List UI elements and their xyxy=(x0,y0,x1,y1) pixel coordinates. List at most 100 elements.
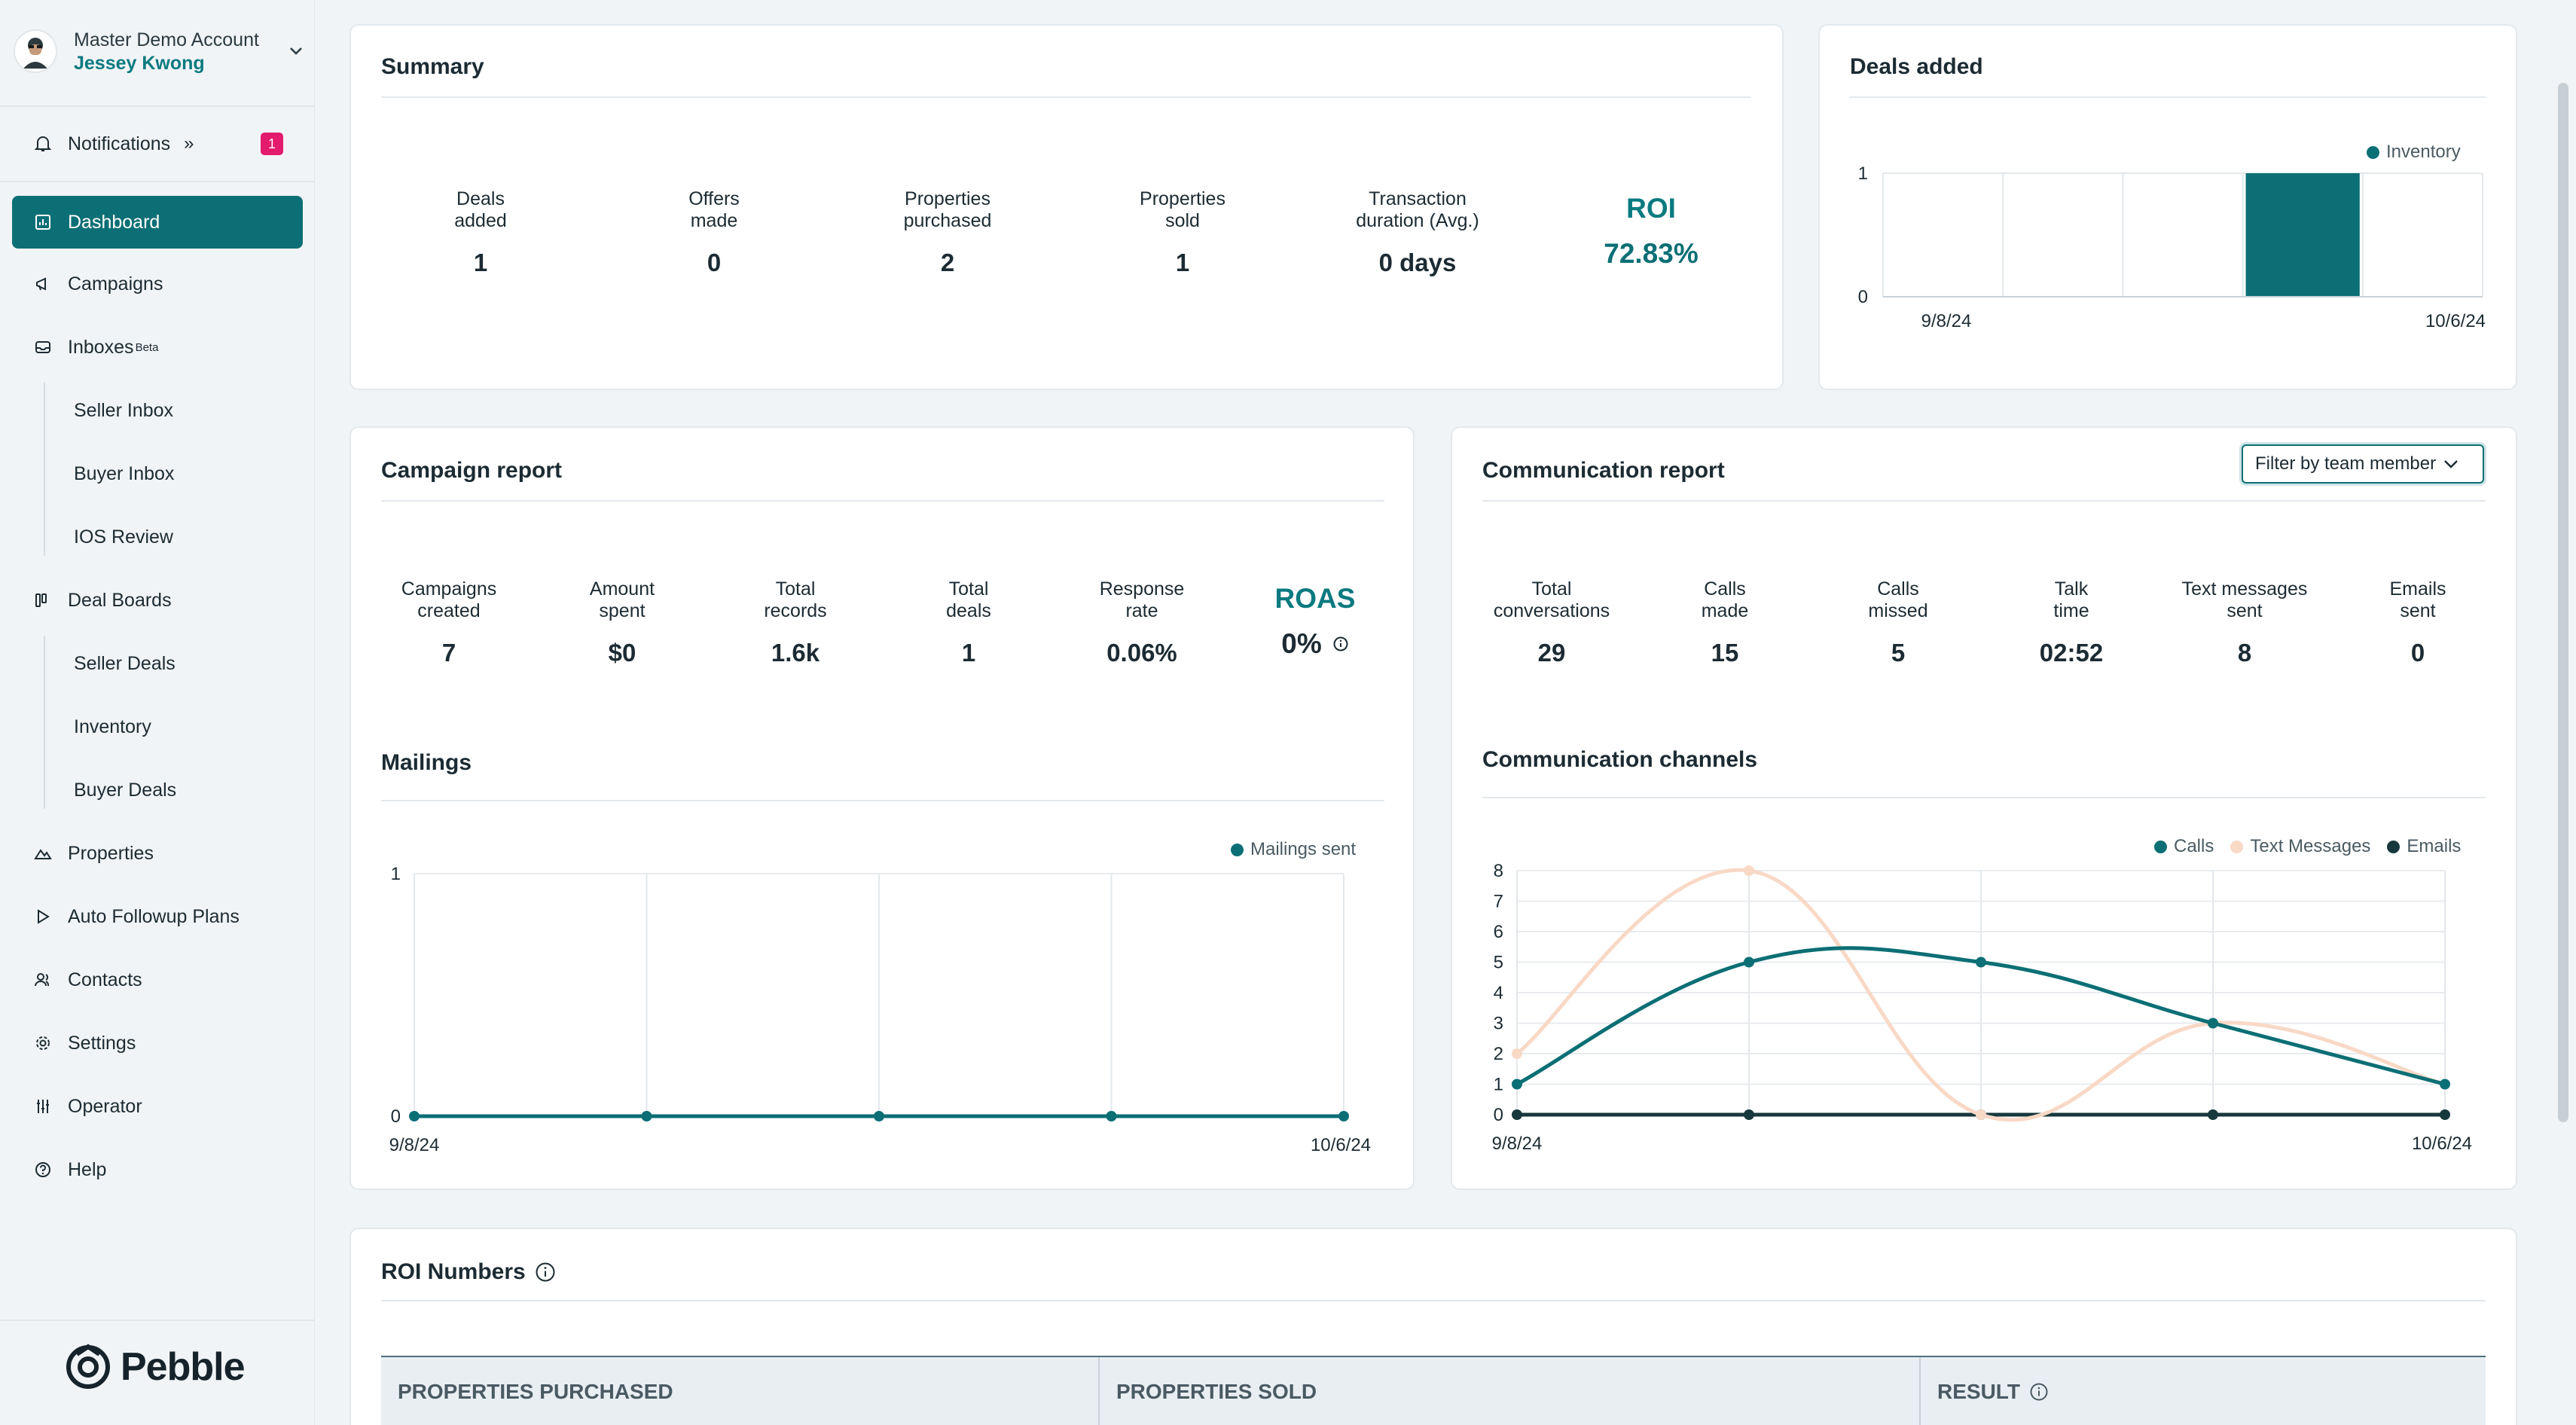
play-icon xyxy=(32,905,54,928)
sidebar-item-label: Properties xyxy=(68,842,154,864)
vertical-scrollbar[interactable] xyxy=(2558,83,2568,1122)
mountain-icon xyxy=(32,842,54,865)
double-chevron-right-icon[interactable]: » xyxy=(184,133,194,154)
chevron-down-icon[interactable] xyxy=(285,40,307,63)
stat-label: sold xyxy=(1165,210,1200,231)
roas-label: ROAS xyxy=(1274,583,1356,614)
roi-table-header: PROPERTIES PURCHASED PROPERTIES SOLD RES… xyxy=(381,1356,2486,1425)
notification-count-badge: 1 xyxy=(261,133,283,155)
legend-item[interactable]: Calls xyxy=(2154,836,2214,857)
sidebar-item-buyer-deals[interactable]: Buyer Deals xyxy=(12,764,303,816)
sidebar-item-help[interactable]: Help xyxy=(12,1143,303,1196)
stat-label: Total xyxy=(775,578,816,600)
info-icon[interactable] xyxy=(535,1262,556,1283)
stat-label: created xyxy=(417,600,481,621)
stat-label: Amount xyxy=(589,578,655,600)
stat-label: added xyxy=(454,210,507,231)
sidebar-item-label: Contacts xyxy=(68,969,142,990)
stat-label: made xyxy=(690,210,738,231)
legend-item[interactable]: Text Messages xyxy=(2230,836,2370,857)
stat-value: 1 xyxy=(961,639,976,667)
sidebar-item-inventory[interactable]: Inventory xyxy=(12,700,303,753)
stat-label: conversations xyxy=(1493,600,1610,621)
dashboard-icon xyxy=(32,211,54,233)
sidebar-item-seller-inbox[interactable]: Seller Inbox xyxy=(12,384,303,437)
avatar xyxy=(14,29,57,73)
divider xyxy=(381,800,1384,801)
column-header-properties-purchased[interactable]: PROPERTIES PURCHASED xyxy=(381,1357,1100,1425)
sidebar-item-label: Help xyxy=(68,1158,107,1180)
stat-amount-spent: Amount spent $0 xyxy=(547,578,697,667)
y-tick-label: 6 xyxy=(1494,922,1503,942)
x-tick-label: 10/6/24 xyxy=(1311,1135,1371,1155)
sidebar-item-contacts[interactable]: Contacts xyxy=(12,954,303,1006)
sidebar-item-settings[interactable]: Settings xyxy=(12,1017,303,1070)
legend-dot xyxy=(2387,840,2401,853)
sidebar-item-operator[interactable]: Operator xyxy=(12,1080,303,1133)
stat-value: 0 xyxy=(2410,639,2425,667)
data-point xyxy=(409,1111,420,1121)
column-header-properties-sold[interactable]: PROPERTIES SOLD xyxy=(1100,1357,1921,1425)
stat-label: Deals xyxy=(456,188,505,209)
sidebar-item-deal-boards[interactable]: Deal Boards xyxy=(12,574,303,627)
column-label: PROPERTIES SOLD xyxy=(1116,1380,1317,1403)
divider xyxy=(0,105,315,107)
stat-text-messages-sent: Text messages sent 8 xyxy=(2162,578,2327,667)
filter-by-team-member-dropdown[interactable]: Filter by team member xyxy=(2242,444,2484,484)
legend-item[interactable]: Inventory xyxy=(2367,142,2461,163)
sidebar-item-auto-followup-plans[interactable]: Auto Followup Plans xyxy=(12,890,303,943)
megaphone-icon xyxy=(32,273,54,295)
stat-value: 15 xyxy=(1711,639,1739,667)
y-tick-label: 8 xyxy=(1494,861,1503,881)
pebble-logo: Pebble xyxy=(65,1344,245,1390)
info-icon[interactable] xyxy=(2029,1382,2049,1402)
stat-label: Calls xyxy=(1877,578,1919,600)
x-tick-label: 9/8/24 xyxy=(389,1135,440,1155)
roi-numbers-header: ROI Numbers xyxy=(381,1259,556,1285)
stat-label: records xyxy=(764,600,827,621)
chevron-down-icon xyxy=(2443,459,2458,468)
data-point xyxy=(1976,957,1986,968)
account-switcher[interactable]: Master Demo Account Jessey Kwong xyxy=(14,21,307,81)
sidebar-item-label: Operator xyxy=(68,1095,142,1117)
y-tick-label: 0 xyxy=(1494,1105,1503,1125)
sidebar-item-label: Seller Deals xyxy=(74,652,175,674)
pebble-logo-icon xyxy=(66,1344,110,1389)
sidebar-item-label: Seller Inbox xyxy=(74,399,174,421)
y-tick-label: 1 xyxy=(391,864,401,884)
stat-roi: ROI 72.83% xyxy=(1576,193,1726,270)
sidebar-item-dashboard[interactable]: Dashboard xyxy=(12,196,303,249)
stat-label: Emails xyxy=(2389,578,2446,600)
divider xyxy=(381,96,1750,98)
sidebar-item-ios-review[interactable]: IOS Review xyxy=(12,511,303,563)
data-point xyxy=(1512,1079,1522,1090)
sidebar-item-label: Dashboard xyxy=(68,211,160,233)
info-icon[interactable] xyxy=(1332,636,1349,652)
sidebar-item-seller-deals[interactable]: Seller Deals xyxy=(12,637,303,690)
sidebar-item-inboxes[interactable]: Inboxes Beta xyxy=(12,321,303,374)
stat-value: $0 xyxy=(608,639,636,667)
bell-icon xyxy=(32,133,54,155)
divider xyxy=(1482,500,2486,502)
stat-emails-sent: Emails sent 0 xyxy=(2343,578,2493,667)
sidebar-item-properties[interactable]: Properties xyxy=(12,827,303,880)
data-point xyxy=(1744,1109,1754,1120)
legend-item[interactable]: Mailings sent xyxy=(1231,839,1356,860)
legend-item[interactable]: Emails xyxy=(2387,836,2461,857)
stat-label: Properties xyxy=(905,188,990,209)
stat-label: Text messages xyxy=(2181,578,2308,600)
stat-label: made xyxy=(1701,600,1749,621)
column-header-result[interactable]: RESULT xyxy=(1921,1357,2486,1425)
sidebar-item-campaigns[interactable]: Campaigns xyxy=(12,258,303,310)
legend-dot xyxy=(2154,840,2167,853)
sidebar-item-label: Buyer Deals xyxy=(74,779,177,801)
communication-report-card xyxy=(1451,426,2517,1190)
column-label: PROPERTIES PURCHASED xyxy=(398,1380,673,1403)
roi-numbers-title: ROI Numbers xyxy=(381,1259,526,1284)
deals-added-card xyxy=(1818,24,2517,390)
stat-response-rate: Response rate 0.06% xyxy=(1067,578,1217,667)
sidebar-item-buyer-inbox[interactable]: Buyer Inbox xyxy=(12,447,303,500)
stat-total-deals: Total deals 1 xyxy=(893,578,1044,667)
sidebar-item-notifications[interactable]: Notifications » 1 xyxy=(12,117,303,170)
stat-value: 5 xyxy=(1891,639,1906,667)
